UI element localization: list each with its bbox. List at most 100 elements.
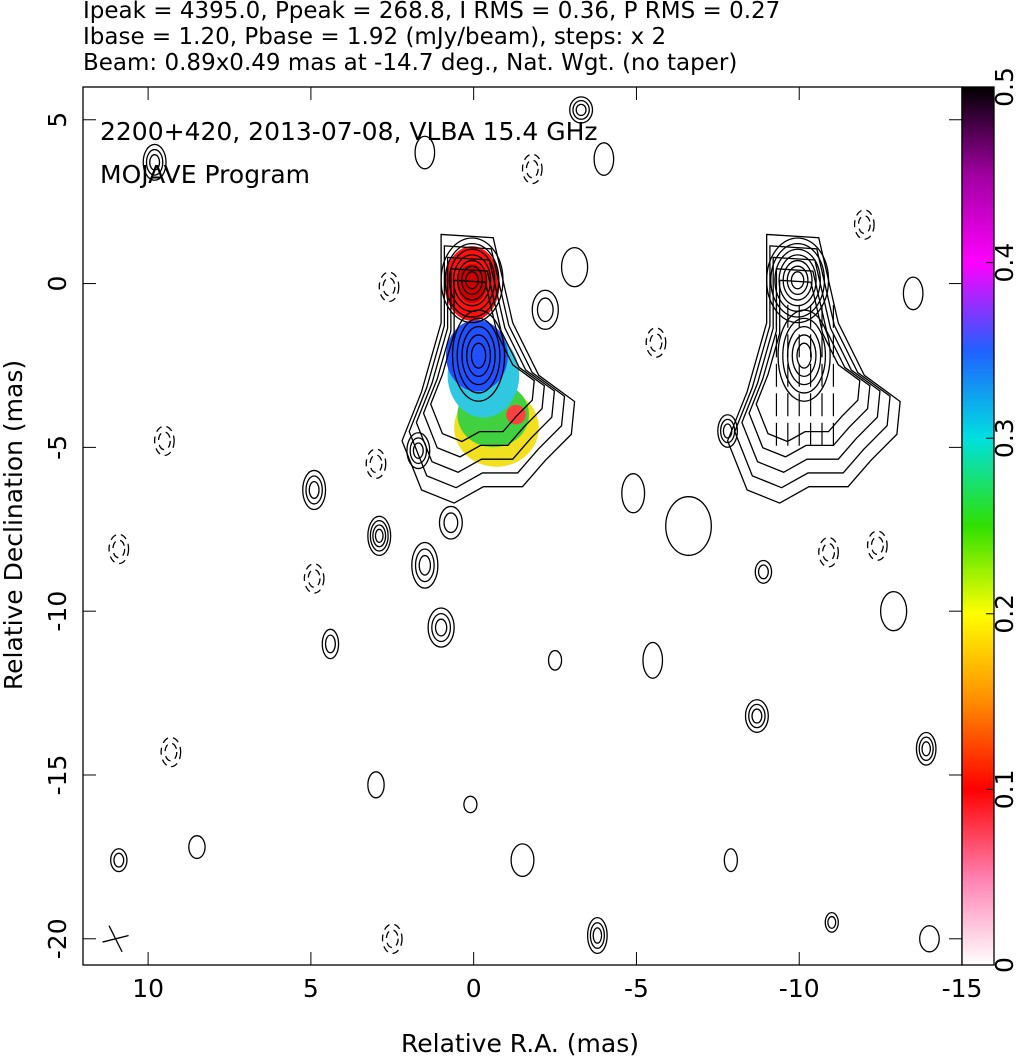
- contour: [429, 279, 535, 443]
- contour: [642, 641, 664, 679]
- contour: [422, 268, 545, 458]
- contour: [575, 103, 587, 117]
- polarization-patch: [445, 319, 508, 392]
- x-tick-label: -10: [779, 974, 820, 1003]
- contour: [145, 148, 164, 176]
- contour: [302, 469, 327, 511]
- contour: [717, 414, 739, 448]
- contour: [381, 923, 403, 955]
- contour: [382, 277, 396, 297]
- contour: [409, 437, 428, 465]
- contour: [157, 431, 171, 451]
- contour: [142, 143, 167, 181]
- beam: [102, 925, 129, 953]
- contour: [444, 242, 500, 318]
- contour: [536, 297, 554, 323]
- contour: [766, 237, 830, 324]
- contour: [879, 590, 908, 632]
- header-line: Ibase = 1.20, Pbase = 1.92 (mJy/beam), s…: [83, 24, 666, 50]
- contour: [365, 448, 387, 480]
- contour: [321, 628, 340, 660]
- polarization-patch: [457, 264, 487, 304]
- colorbar-tick-label: 0.1: [990, 770, 1019, 810]
- contour: [414, 548, 435, 583]
- contour: [915, 731, 937, 766]
- contour: [827, 915, 837, 929]
- colorbar: [961, 86, 995, 966]
- contour: [465, 271, 479, 290]
- annotation: MOJAVE Program: [100, 160, 310, 189]
- contour: [790, 271, 805, 290]
- contour: [824, 911, 839, 933]
- contour: [586, 916, 608, 955]
- contour: [427, 607, 455, 648]
- colorbar-tick-label: 0.4: [990, 243, 1019, 283]
- contour: [456, 259, 488, 301]
- contour: [525, 159, 539, 179]
- contour: [866, 530, 888, 561]
- contour: [822, 542, 836, 562]
- contour: [160, 736, 182, 768]
- plot-frame: [82, 86, 963, 966]
- contour: [308, 480, 320, 499]
- contour: [818, 536, 839, 568]
- contour: [431, 612, 452, 643]
- contour: [734, 245, 891, 489]
- contour: [153, 425, 175, 457]
- contour: [569, 96, 594, 124]
- contour: [791, 334, 817, 378]
- header-line: Beam: 0.89x0.49 mas at -14.7 deg., Nat. …: [83, 50, 737, 76]
- contour: [164, 742, 178, 762]
- y-tick-label: 5: [43, 112, 72, 128]
- contour: [470, 342, 487, 369]
- contour: [463, 795, 478, 814]
- polarization-patch: [506, 404, 526, 425]
- contour: [521, 153, 543, 185]
- contour: [757, 564, 769, 580]
- contour: [369, 519, 389, 552]
- contour: [744, 699, 769, 733]
- contour: [741, 256, 881, 473]
- contour: [188, 835, 206, 860]
- contour: [589, 922, 606, 949]
- contour: [726, 233, 901, 504]
- contour: [754, 559, 773, 584]
- contour: [665, 496, 712, 556]
- contour: [440, 237, 504, 324]
- contour: [367, 771, 385, 799]
- contour: [324, 634, 336, 654]
- header-line: Ipeak = 4395.0, Ppeak = 268.8, I RMS = 0…: [83, 0, 780, 24]
- contour: [778, 254, 817, 307]
- contour: [751, 708, 763, 724]
- contour: [456, 317, 501, 394]
- colorbar-tick-label: 0.2: [990, 594, 1019, 634]
- contour: [649, 333, 663, 352]
- contour: [378, 271, 400, 303]
- contour: [857, 215, 871, 235]
- contour: [438, 505, 463, 540]
- contour: [918, 736, 934, 762]
- contour: [372, 524, 387, 548]
- contour: [547, 649, 563, 671]
- y-axis-label: Relative Declination (mas): [0, 360, 28, 690]
- contour: [921, 741, 932, 757]
- plot-area: [102, 96, 940, 955]
- contour: [415, 256, 556, 473]
- contour: [645, 327, 667, 358]
- contour: [369, 454, 383, 474]
- contour: [374, 528, 384, 543]
- contour: [434, 618, 448, 637]
- contour: [408, 245, 566, 489]
- contour: [406, 432, 431, 470]
- contour: [902, 276, 924, 311]
- x-axis-label: Relative R.A. (mas): [401, 1029, 639, 1058]
- y-tick-label: -5: [43, 435, 72, 460]
- annotation: 2200+420, 2013-07-08, VLBA 15.4 GHz: [100, 117, 598, 146]
- colorbar-tick-label: 0: [990, 957, 1019, 973]
- y-tick-label: 0: [43, 276, 72, 292]
- contour: [411, 541, 439, 589]
- contour: [748, 703, 766, 729]
- contour: [452, 254, 492, 307]
- contour: [110, 848, 128, 873]
